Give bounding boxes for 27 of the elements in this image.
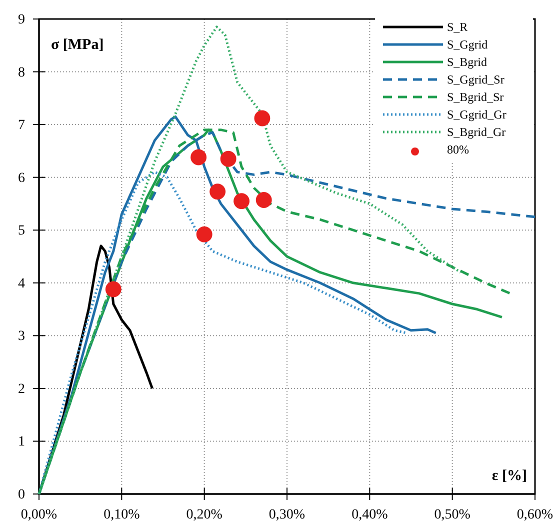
x-tick-label: 0,00% xyxy=(20,507,58,522)
y-tick-label: 8 xyxy=(18,65,25,80)
y-tick-label: 0 xyxy=(18,487,25,502)
y-tick-label: 5 xyxy=(18,224,25,239)
y-tick-label: 2 xyxy=(18,382,25,397)
legend-label: S_Ggrid_Sr xyxy=(447,72,504,86)
legend-label: 80% xyxy=(447,142,469,156)
legend-label: S_Ggrid xyxy=(447,38,488,52)
x-tick-label: 0,40% xyxy=(352,507,388,522)
y-tick-label: 7 xyxy=(18,118,25,134)
legend-label: S_Bgrid_Sr xyxy=(447,90,504,104)
y-tick-label: 9 xyxy=(18,12,25,28)
legend-label: S_R xyxy=(447,20,468,34)
x-tick-label: 0,30% xyxy=(268,507,306,522)
x-tick-label: 0,50% xyxy=(434,507,471,522)
y-tick-label: 6 xyxy=(18,170,25,186)
legend-label: S_Bgrid xyxy=(447,55,488,69)
x-tick-label: 0,10% xyxy=(104,507,140,522)
x-tick-label: 0,60% xyxy=(516,507,554,522)
y-tick-label: 3 xyxy=(18,329,25,344)
y-tick-label: 4 xyxy=(18,276,25,292)
legend-label: S_Ggrid_Gr xyxy=(447,108,506,122)
x-axis-title: ε [%] xyxy=(492,468,527,484)
legend-label: S_Bgrid_Gr xyxy=(447,125,506,139)
y-axis-title: σ [MPa] xyxy=(51,37,104,53)
x-tick-label: 0,20% xyxy=(186,507,223,522)
y-tick-label: 1 xyxy=(18,434,25,450)
